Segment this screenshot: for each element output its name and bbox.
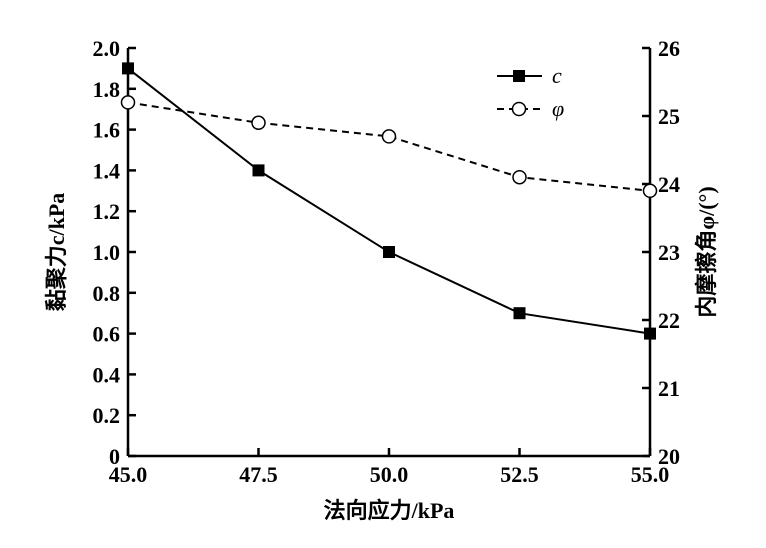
series-phi-line [127, 101, 651, 192]
y2-tick-label: 24 [658, 172, 680, 197]
y2-tick-label: 23 [658, 240, 680, 265]
x-tick-label: 50.0 [370, 462, 409, 487]
series-c-point [252, 164, 265, 177]
y2-axis-label: 内摩擦角φ/(°) [694, 186, 719, 317]
y2-tick-label: 22 [658, 308, 680, 333]
y-tick-label: 0.6 [93, 322, 121, 347]
y-tick-label: 0.4 [93, 362, 121, 387]
y-axis-label: 黏聚力c/kPa [44, 193, 69, 312]
y-tick-label: 2.0 [93, 36, 121, 61]
y-tick-label: 0.2 [93, 403, 121, 428]
series-phi-point [120, 95, 136, 110]
y-tick-label: 1.6 [93, 118, 121, 143]
x-tick-label: 45.0 [109, 462, 148, 487]
legend-c-label: c [552, 63, 562, 88]
y-tick-label: 1.0 [93, 240, 121, 265]
series-phi-point [642, 183, 658, 199]
y-tick-label: 1.8 [93, 77, 121, 102]
y-tick-label: 1.2 [93, 199, 121, 224]
legend-phi-label: φ [552, 96, 564, 121]
y-tick-label: 0.8 [93, 281, 121, 306]
y2-tick-label: 25 [658, 104, 680, 129]
x-tick-label: 55.0 [631, 462, 670, 487]
series-phi-point [251, 115, 266, 131]
y-tick-label: 1.4 [93, 158, 121, 183]
legend-phi-marker [511, 101, 527, 117]
series-c-point [644, 327, 656, 340]
series-c-point [383, 246, 395, 258]
series-phi-point [381, 129, 397, 144]
series-c-line [127, 67, 651, 335]
x-axis-label: 法向应力/kPa [324, 498, 455, 523]
y2-tick-label: 26 [658, 36, 680, 61]
series-c-point [122, 62, 134, 75]
x-tick-label: 52.5 [500, 462, 539, 487]
y-tick-label: 0 [109, 444, 120, 469]
y2-tick-label: 20 [658, 444, 680, 469]
series-phi-point [512, 169, 527, 185]
legend-c-marker [513, 70, 525, 82]
y2-tick-label: 21 [658, 376, 680, 401]
series-c-point [513, 307, 526, 320]
x-tick-label: 47.5 [239, 462, 278, 487]
